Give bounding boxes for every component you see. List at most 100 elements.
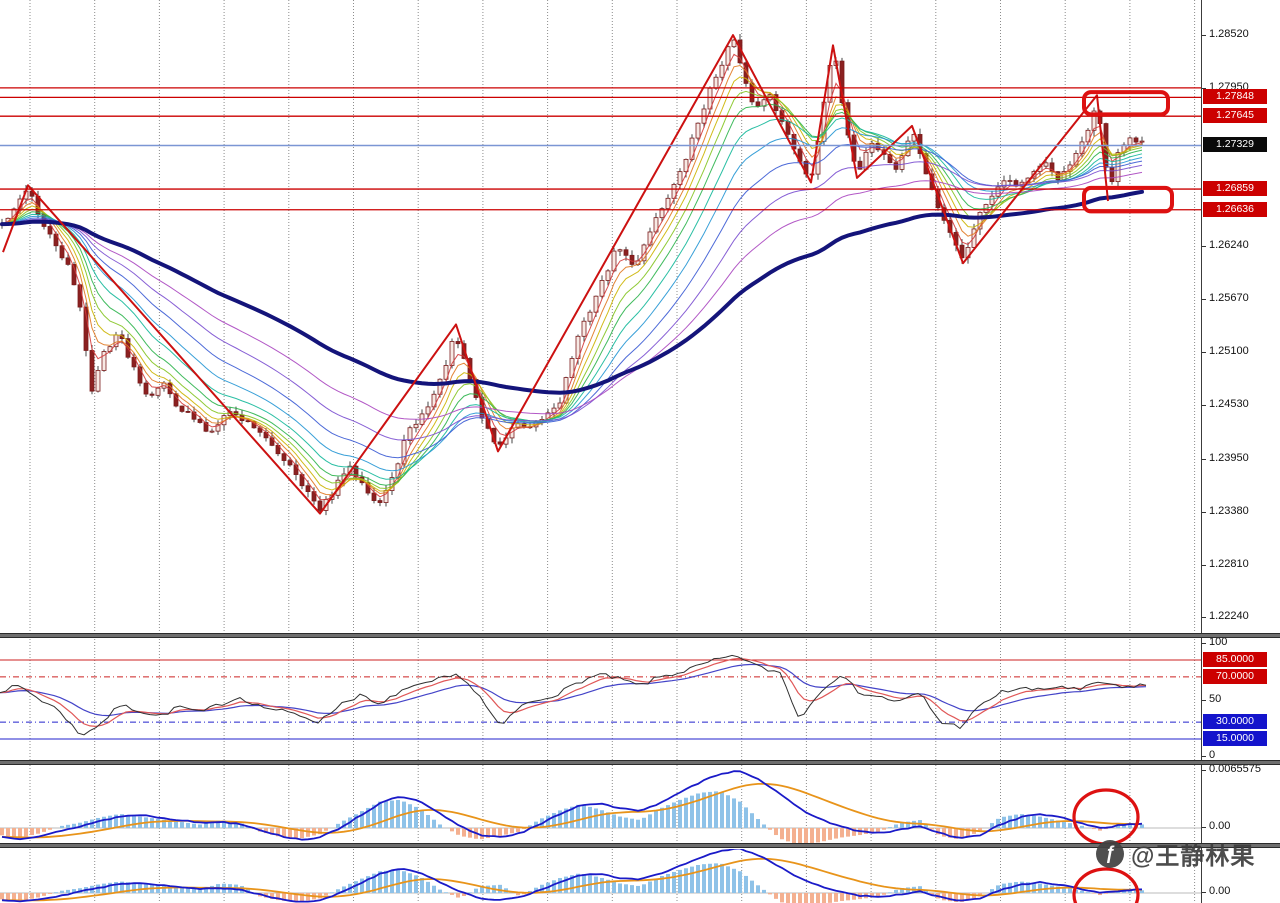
- macd-histogram-bar: [300, 828, 304, 839]
- macd-histogram-bar: [288, 893, 292, 902]
- macd-histogram-bar: [798, 893, 802, 903]
- macd-histogram-bar: [324, 893, 328, 896]
- macd-histogram-bar: [372, 804, 376, 828]
- macd-histogram-bar: [600, 810, 604, 828]
- macd-histogram-bar: [624, 884, 628, 893]
- macd-histogram-bar: [432, 885, 436, 893]
- macd-histogram-bar: [912, 820, 916, 828]
- macd-histogram-bar: [594, 808, 598, 828]
- macd-histogram-bar: [1098, 828, 1102, 831]
- macd-histogram-bar: [816, 828, 820, 843]
- macd-histogram-bar: [1116, 825, 1120, 828]
- macd-histogram-bar: [450, 828, 454, 832]
- macd-histogram-bar: [810, 893, 814, 903]
- macd-histogram-bar: [372, 873, 376, 893]
- macd-histogram-bar: [840, 828, 844, 838]
- macd-histogram-bar: [630, 885, 634, 893]
- slow-ma-line: [0, 189, 1144, 395]
- macd-histogram-bar: [54, 892, 58, 893]
- macd-histogram-bar: [330, 892, 334, 893]
- macd-histogram-bar: [108, 815, 112, 828]
- macd-histogram-bar: [240, 823, 244, 828]
- macd-histogram-bar: [468, 892, 472, 893]
- macd-histogram-bar: [1026, 882, 1030, 893]
- macd-histogram-bar: [42, 893, 46, 896]
- panel-divider[interactable]: [0, 760, 1280, 765]
- macd-histogram-bar: [1128, 824, 1132, 828]
- macd-histogram-bar: [1140, 890, 1144, 893]
- axis-tick: [1202, 405, 1206, 407]
- macd-histogram-bar: [672, 802, 676, 828]
- macd-histogram-bar: [1074, 889, 1078, 893]
- price-tag: 1.27645: [1203, 108, 1267, 124]
- macd-histogram-bar: [408, 873, 412, 893]
- macd-histogram-bar: [36, 828, 40, 834]
- macd-histogram-bar: [648, 814, 652, 828]
- macd-histogram-bar: [816, 893, 820, 903]
- price-tag: 1.26859: [1203, 181, 1267, 197]
- macd-histogram-bar: [276, 828, 280, 837]
- macd-histogram-bar: [510, 828, 514, 834]
- macd-histogram-bar: [156, 885, 160, 893]
- macd-histogram-bar: [48, 828, 52, 830]
- macd-histogram-bar: [1122, 825, 1126, 828]
- macd-histogram-bar: [360, 878, 364, 893]
- oscillator-slow-line: [0, 663, 1147, 717]
- macd-histogram-bar: [168, 820, 172, 828]
- axis-tick: [1202, 699, 1206, 701]
- macd-histogram-bar: [678, 799, 682, 828]
- axis-tick: [1202, 35, 1206, 37]
- macd-histogram-bar: [444, 892, 448, 893]
- macd-histogram-bar: [612, 814, 616, 828]
- macd-histogram-bar: [618, 883, 622, 893]
- macd-histogram-bar: [780, 893, 784, 903]
- macd-histogram-bar: [396, 870, 400, 893]
- macd-histogram-bar: [1020, 814, 1024, 828]
- macd-histogram-bar: [408, 804, 412, 828]
- macd-histogram-bar: [642, 817, 646, 828]
- macd-histogram-bar: [414, 875, 418, 893]
- macd-histogram-bar: [624, 817, 628, 828]
- macd-histogram-bar: [234, 822, 238, 828]
- macd-histogram-bar: [126, 814, 130, 828]
- macd-histogram-bar: [846, 828, 850, 837]
- macd-histogram-bar: [594, 876, 598, 893]
- panel-divider[interactable]: [0, 633, 1280, 638]
- macd-histogram-bar: [438, 889, 442, 893]
- macd-histogram-bar: [882, 828, 886, 830]
- macd-histogram-bar: [300, 893, 304, 902]
- macd-histogram-bar: [504, 828, 508, 835]
- macd-histogram-bar: [72, 889, 76, 893]
- macd-histogram-bar: [996, 885, 1000, 893]
- macd-histogram-bar: [606, 879, 610, 893]
- macd-histogram-bar: [600, 877, 604, 893]
- macd-histogram-bar: [216, 820, 220, 828]
- macd-histogram-bar: [462, 893, 466, 896]
- macd-histogram-bar: [1098, 893, 1102, 896]
- macd-histogram-bar: [120, 881, 124, 893]
- axis-tick: [1202, 770, 1206, 771]
- macd-histogram-bar: [162, 819, 166, 828]
- macd-histogram-bar: [834, 893, 838, 902]
- macd-histogram-bar: [900, 822, 904, 828]
- macd-histogram-bar: [564, 808, 568, 828]
- axis-label: 1.22810: [1209, 557, 1249, 570]
- macd-histogram-bar: [876, 828, 880, 832]
- macd-histogram-bar: [924, 890, 928, 893]
- macd-histogram-bar: [666, 805, 670, 828]
- macd-histogram-bar: [18, 893, 22, 902]
- macd-histogram-bar: [678, 869, 682, 893]
- axis-tick: [1202, 246, 1206, 248]
- macd-histogram-bar: [336, 889, 340, 893]
- axis-tick: [1202, 827, 1206, 828]
- price-axis[interactable]: 1.28520 1.27950 1.26240 1.25670 1.25100 1.245…: [1201, 0, 1280, 903]
- panel-divider[interactable]: [0, 843, 1280, 848]
- macd-histogram-bar: [708, 863, 712, 893]
- macd-histogram-bar: [126, 882, 130, 893]
- macd-histogram-bar: [660, 807, 664, 828]
- macd-histogram-bar: [384, 801, 388, 828]
- macd-histogram-bar: [666, 873, 670, 893]
- zigzag-trendline[interactable]: [2, 34, 1109, 515]
- macd-histogram-bar: [648, 881, 652, 893]
